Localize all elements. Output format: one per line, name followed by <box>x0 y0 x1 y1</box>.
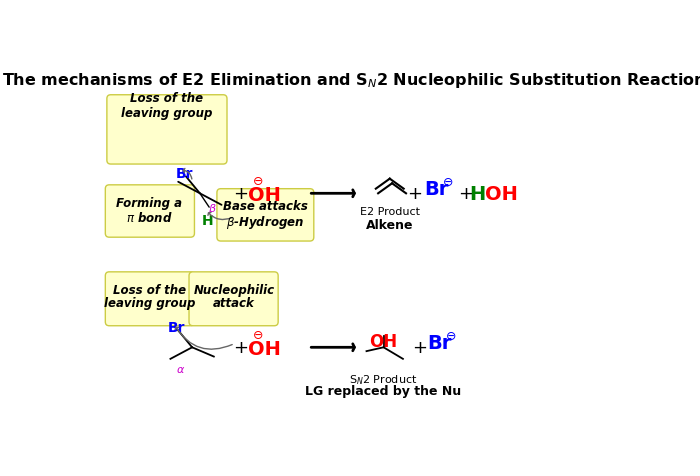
Text: H: H <box>202 214 214 228</box>
Text: Base attacks: Base attacks <box>223 200 308 213</box>
Text: $\alpha$: $\alpha$ <box>176 365 185 375</box>
Text: +: + <box>233 185 248 203</box>
Text: OH: OH <box>485 184 518 203</box>
Text: $\ominus$: $\ominus$ <box>445 329 456 343</box>
Text: $\ominus$: $\ominus$ <box>442 176 454 189</box>
Text: Br: Br <box>427 334 452 352</box>
Text: Loss of the: Loss of the <box>130 92 204 105</box>
Text: $\beta$-Hydrogen: $\beta$-Hydrogen <box>226 214 304 231</box>
FancyBboxPatch shape <box>217 189 314 241</box>
Text: Br: Br <box>176 166 193 180</box>
Text: Br: Br <box>424 180 449 199</box>
Text: OH: OH <box>248 186 281 205</box>
Text: Br: Br <box>168 320 186 334</box>
Text: Loss of the: Loss of the <box>113 283 186 296</box>
Text: $\ominus$: $\ominus$ <box>253 329 264 342</box>
Text: Forming a: Forming a <box>116 197 183 210</box>
Text: E2 Product: E2 Product <box>360 207 420 217</box>
Text: Alkene: Alkene <box>366 218 414 231</box>
Text: OH: OH <box>370 332 398 350</box>
Text: $\ominus$: $\ominus$ <box>253 175 264 188</box>
Text: +: + <box>407 185 422 203</box>
Text: +: + <box>412 338 427 357</box>
Text: Nucleophilic: Nucleophilic <box>193 283 274 296</box>
Text: The mechanisms of E2 Elimination and S$_N$2 Nucleophilic Substitution Reactions: The mechanisms of E2 Elimination and S$_… <box>2 71 700 90</box>
Text: $\beta$: $\beta$ <box>208 201 217 216</box>
FancyBboxPatch shape <box>105 272 195 326</box>
Text: attack: attack <box>213 297 255 310</box>
Text: OH: OH <box>248 340 281 358</box>
Text: leaving group: leaving group <box>104 297 195 310</box>
FancyBboxPatch shape <box>189 272 278 326</box>
Text: leaving group: leaving group <box>121 107 213 120</box>
FancyBboxPatch shape <box>105 186 195 238</box>
Text: S$_N$2 Product: S$_N$2 Product <box>349 372 418 386</box>
Text: LG replaced by the Nu: LG replaced by the Nu <box>305 385 461 397</box>
Text: $\pi$ bond: $\pi$ bond <box>126 211 173 225</box>
Text: H: H <box>469 184 485 203</box>
FancyBboxPatch shape <box>107 96 227 165</box>
Text: +: + <box>233 338 248 357</box>
Text: +: + <box>458 185 473 203</box>
